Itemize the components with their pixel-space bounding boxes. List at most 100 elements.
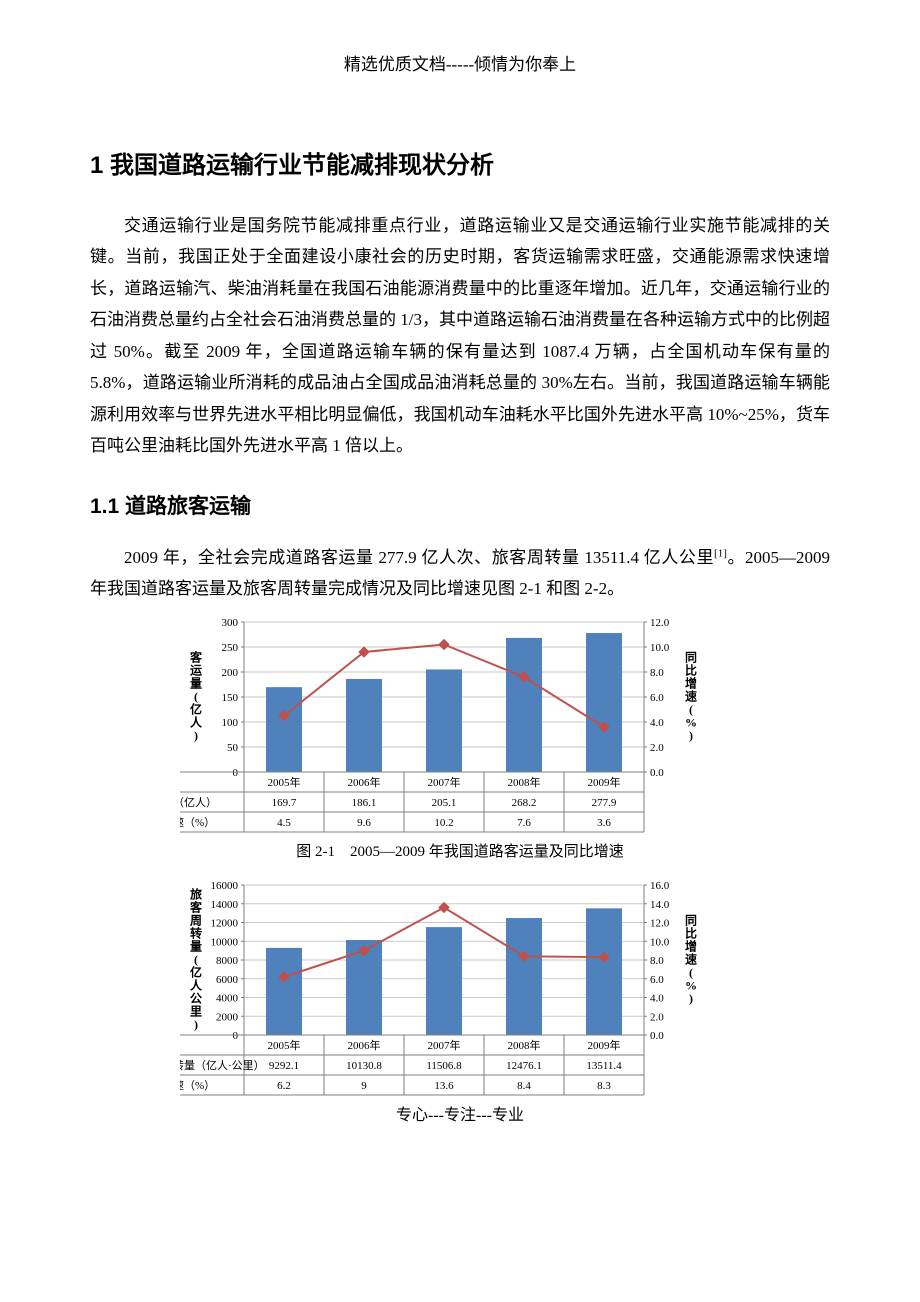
svg-text:4.0: 4.0 <box>650 993 664 1005</box>
svg-text:4.5: 4.5 <box>277 817 291 829</box>
svg-text:亿: 亿 <box>190 965 202 980</box>
svg-text:12.0: 12.0 <box>650 918 670 930</box>
para2-text-a: 2009 年，全社会完成道路客运量 277.9 亿人次、旅客周转量 13511.… <box>124 548 714 567</box>
svg-text:12.0: 12.0 <box>650 617 670 629</box>
svg-text:200: 200 <box>222 667 239 679</box>
svg-text:0.0: 0.0 <box>650 1030 664 1042</box>
svg-text:0: 0 <box>233 767 239 779</box>
svg-text:100: 100 <box>222 717 239 729</box>
svg-text:169.7: 169.7 <box>272 797 297 809</box>
chart-2-container: 02000400060008000100001200014000160000.0… <box>180 877 740 1097</box>
svg-text:2007年: 2007年 <box>428 775 461 789</box>
svg-text:12000: 12000 <box>211 918 239 930</box>
svg-text:250: 250 <box>222 642 239 654</box>
svg-text:客运量（亿人）: 客运量（亿人） <box>180 795 217 809</box>
svg-text:比: 比 <box>685 663 697 678</box>
svg-text:8.3: 8.3 <box>597 1080 611 1092</box>
svg-text:16.0: 16.0 <box>650 880 670 892</box>
svg-text:0: 0 <box>233 1030 239 1042</box>
svg-text:8.4: 8.4 <box>517 1080 531 1092</box>
svg-text:2009年: 2009年 <box>588 1038 621 1052</box>
svg-text:里: 里 <box>190 1004 202 1019</box>
svg-text:150: 150 <box>222 692 239 704</box>
svg-text:13.6: 13.6 <box>434 1080 454 1092</box>
svg-text:人: 人 <box>190 978 203 993</box>
svg-text:7.6: 7.6 <box>517 817 531 829</box>
svg-text:周: 周 <box>190 914 202 928</box>
svg-text:277.9: 277.9 <box>592 797 617 809</box>
svg-text:16000: 16000 <box>211 880 239 892</box>
svg-text:同: 同 <box>685 914 697 928</box>
svg-text:公: 公 <box>190 992 202 1006</box>
svg-text:2.0: 2.0 <box>650 1012 664 1024</box>
footnote-ref: [1] <box>714 547 727 559</box>
svg-text:2008年: 2008年 <box>508 1038 541 1052</box>
svg-text:人: 人 <box>190 715 203 730</box>
svg-text:比: 比 <box>685 926 697 941</box>
svg-text:): ) <box>194 729 198 743</box>
svg-text:增: 增 <box>685 676 697 691</box>
svg-text:增: 增 <box>685 939 697 954</box>
svg-text:客: 客 <box>189 650 203 665</box>
svg-text:10.0: 10.0 <box>650 937 670 949</box>
svg-text:0.0: 0.0 <box>650 767 664 779</box>
svg-text:10130.8: 10130.8 <box>346 1060 382 1072</box>
svg-text:2007年: 2007年 <box>428 1038 461 1052</box>
svg-text:6.0: 6.0 <box>650 974 664 986</box>
chart-2: 02000400060008000100001200014000160000.0… <box>180 877 706 1097</box>
svg-text:2006年: 2006年 <box>348 775 381 789</box>
svg-text:12476.1: 12476.1 <box>506 1060 542 1072</box>
svg-text:): ) <box>689 729 693 743</box>
svg-text:13511.4: 13511.4 <box>586 1060 622 1072</box>
svg-text:4000: 4000 <box>216 993 239 1005</box>
svg-text:(: ( <box>689 966 693 980</box>
svg-text:8.0: 8.0 <box>650 667 664 679</box>
svg-text:9.6: 9.6 <box>357 817 371 829</box>
svg-text:14000: 14000 <box>211 899 239 911</box>
svg-text:268.2: 268.2 <box>512 797 537 809</box>
svg-text:10.2: 10.2 <box>434 817 453 829</box>
svg-text:旅客周转量（亿人·公里）: 旅客周转量（亿人·公里） <box>180 1058 265 1072</box>
svg-text:9292.1: 9292.1 <box>269 1060 299 1072</box>
svg-text:14.0: 14.0 <box>650 899 670 911</box>
svg-text:同比增速（%）: 同比增速（%） <box>180 1078 215 1092</box>
svg-text:(: ( <box>194 953 198 967</box>
svg-text:转: 转 <box>190 926 202 941</box>
svg-text:2.0: 2.0 <box>650 742 664 754</box>
svg-text:3.6: 3.6 <box>597 817 611 829</box>
svg-text:量: 量 <box>190 940 202 954</box>
svg-text:速: 速 <box>685 952 697 967</box>
paragraph-2: 2009 年，全社会完成道路客运量 277.9 亿人次、旅客周转量 13511.… <box>90 542 830 605</box>
svg-text:同: 同 <box>685 651 697 665</box>
chart-1-caption: 图 2-1 2005—2009 年我国道路客运量及同比增速 <box>90 840 830 861</box>
svg-text:4.0: 4.0 <box>650 717 664 729</box>
svg-text:同比增速（%）: 同比增速（%） <box>180 815 215 829</box>
svg-text:10000: 10000 <box>211 937 239 949</box>
svg-text:300: 300 <box>222 617 239 629</box>
svg-text:2005年: 2005年 <box>268 775 301 789</box>
svg-text:2008年: 2008年 <box>508 775 541 789</box>
document-page: 精选优质文档-----倾情为你奉上 1 我国道路运输行业节能减排现状分析 交通运… <box>0 0 920 1155</box>
svg-text:6.2: 6.2 <box>277 1080 291 1092</box>
svg-text:8.0: 8.0 <box>650 955 664 967</box>
svg-text:2006年: 2006年 <box>348 1038 381 1052</box>
section-heading-1: 1 我国道路运输行业节能减排现状分析 <box>90 145 830 180</box>
svg-text:8000: 8000 <box>216 955 239 967</box>
svg-text:9: 9 <box>361 1080 367 1092</box>
svg-text:%: % <box>685 716 697 730</box>
chart-1: 0501001502002503000.02.04.06.08.010.012.… <box>180 614 706 834</box>
doc-footer: 专心---专注---专业 <box>90 1101 830 1125</box>
svg-text:2005年: 2005年 <box>268 1038 301 1052</box>
svg-text:客: 客 <box>189 900 203 915</box>
svg-text:205.1: 205.1 <box>432 797 457 809</box>
svg-text:6.0: 6.0 <box>650 692 664 704</box>
svg-text:186.1: 186.1 <box>352 797 377 809</box>
svg-text:10.0: 10.0 <box>650 642 670 654</box>
svg-text:亿: 亿 <box>190 702 202 717</box>
paragraph-1: 交通运输行业是国务院节能减排重点行业，道路运输业又是交通运输行业实施节能减排的关… <box>90 210 830 462</box>
svg-text:): ) <box>689 992 693 1006</box>
section-heading-1-1: 1.1 道路旅客运输 <box>90 490 830 520</box>
svg-text:2009年: 2009年 <box>588 775 621 789</box>
svg-text:运: 运 <box>190 664 202 678</box>
svg-text:量: 量 <box>190 677 202 691</box>
